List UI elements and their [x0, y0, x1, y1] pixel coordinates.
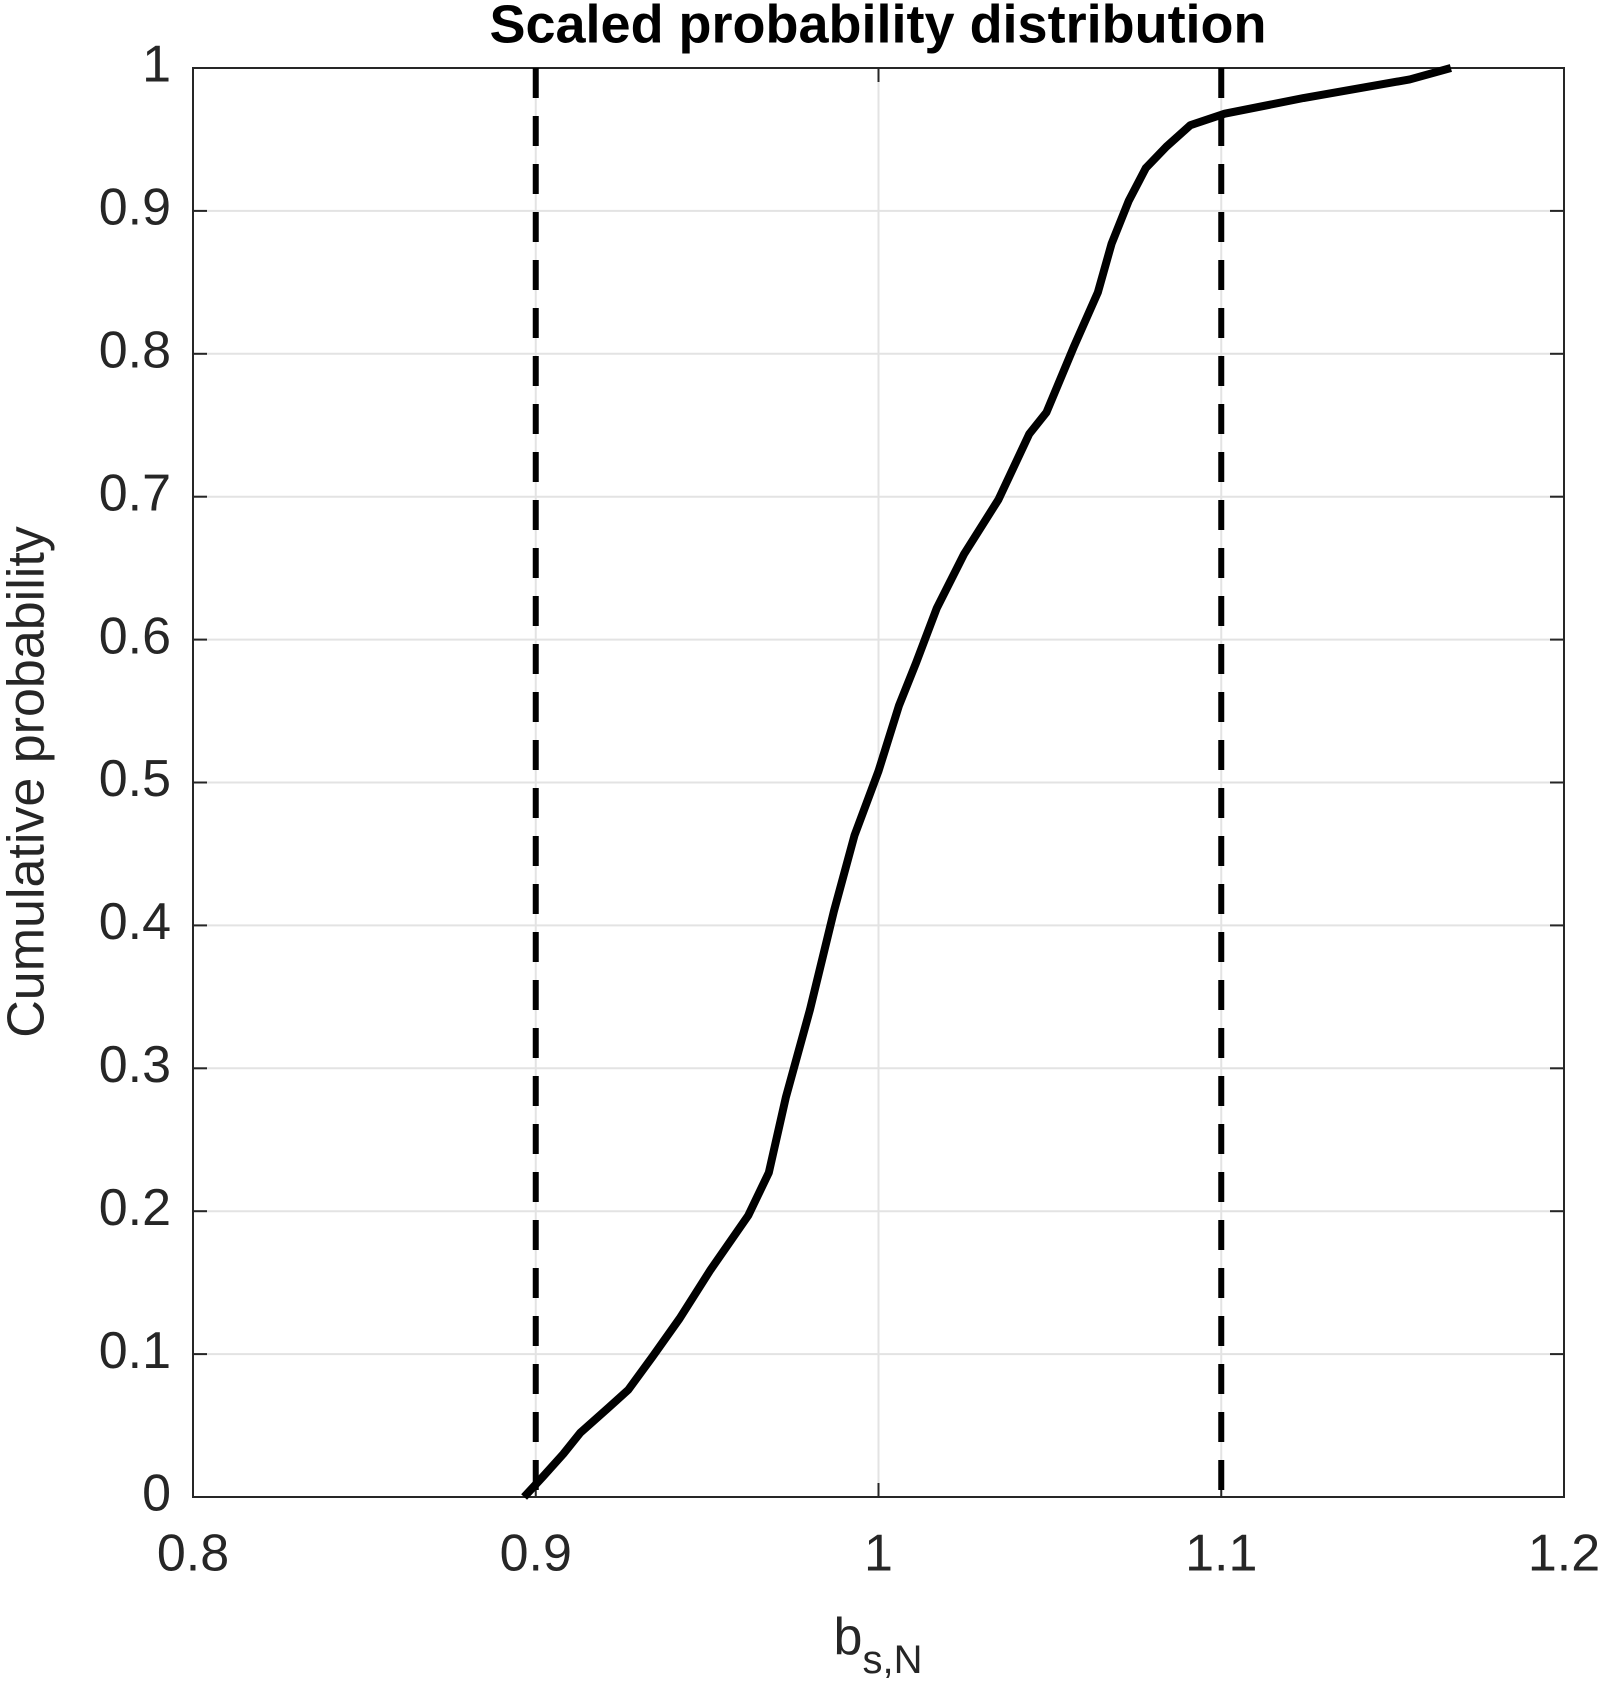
y-tick-label: 1: [142, 36, 171, 94]
x-tick-label: 0.8: [157, 1525, 229, 1583]
x-tick-label: 1.2: [1528, 1525, 1600, 1583]
x-tick-label: 1.1: [1185, 1525, 1257, 1583]
x-tick-label: 0.9: [500, 1525, 572, 1583]
y-tick-label: 0.2: [99, 1179, 171, 1237]
y-tick-label: 0.9: [99, 179, 171, 237]
y-tick-label: 0.1: [99, 1322, 171, 1380]
y-tick-label: 0.5: [99, 750, 171, 808]
y-tick-label: 0.3: [99, 1036, 171, 1094]
y-tick-label: 0.4: [99, 893, 171, 951]
chart-title: Scaled probability distribution: [489, 0, 1266, 54]
y-axis-label: Cumulative probability: [0, 526, 56, 1038]
y-tick-label: 0: [142, 1465, 171, 1523]
y-tick-label: 0.7: [99, 464, 171, 522]
plot-frame: [192, 67, 1565, 1498]
x-label-subscript: s,N: [862, 1638, 922, 1682]
x-label-base: b: [834, 1608, 863, 1666]
cdf-line: [521, 64, 1452, 1500]
y-tick-label: 0.8: [99, 322, 171, 380]
y-tick-label: 0.6: [99, 607, 171, 665]
x-axis-label: bs,N: [834, 1608, 923, 1682]
x-tick-label: 1: [864, 1525, 893, 1583]
